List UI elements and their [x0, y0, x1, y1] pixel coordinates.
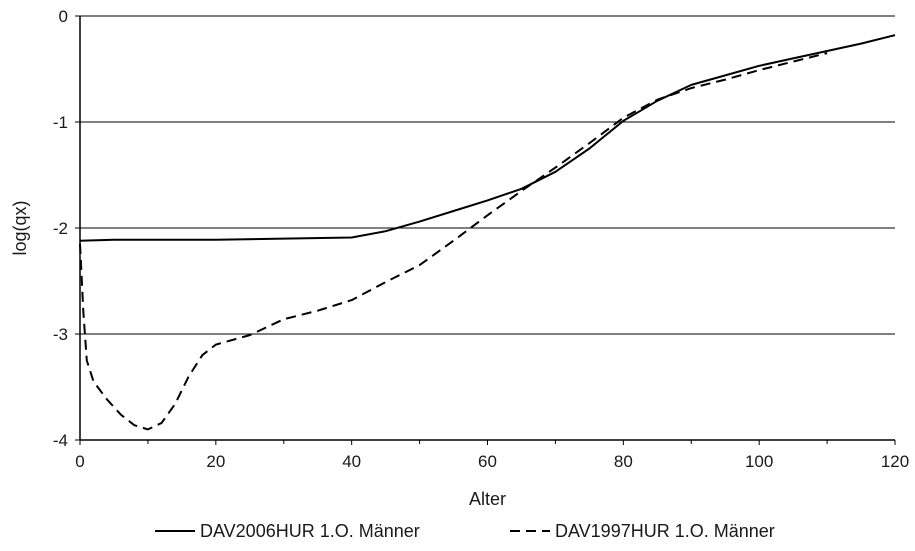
axis-ticks: 0 -1 -2 -3 -4 0 20 40 60 80 100 120 — [53, 7, 909, 471]
y-tick-label: -4 — [53, 431, 68, 450]
grid-lines — [80, 15, 895, 441]
legend-label-1: DAV2006HUR 1.O. Männer — [200, 521, 420, 541]
y-tick-label: 0 — [59, 7, 68, 26]
x-tick-label: 120 — [881, 452, 909, 471]
y-axis-title: log(qx) — [10, 200, 30, 255]
series-line-2 — [79, 52, 828, 431]
x-tick-label: 0 — [75, 452, 84, 471]
x-tick-label: 40 — [342, 452, 361, 471]
series-lines — [79, 34, 896, 431]
series-line-1 — [79, 34, 896, 242]
y-tick-label: -3 — [53, 325, 68, 344]
x-tick-label: 100 — [745, 452, 773, 471]
y-tick-label: -1 — [53, 113, 68, 132]
y-tick-label: -2 — [53, 219, 68, 238]
x-tick-label: 80 — [614, 452, 633, 471]
x-tick-label: 60 — [478, 452, 497, 471]
x-axis-title: Alter — [469, 489, 506, 509]
legend-label-2: DAV1997HUR 1.O. Männer — [555, 521, 775, 541]
legend: DAV2006HUR 1.O. Männer DAV1997HUR 1.O. Mä… — [155, 521, 775, 541]
x-tick-label: 20 — [206, 452, 225, 471]
